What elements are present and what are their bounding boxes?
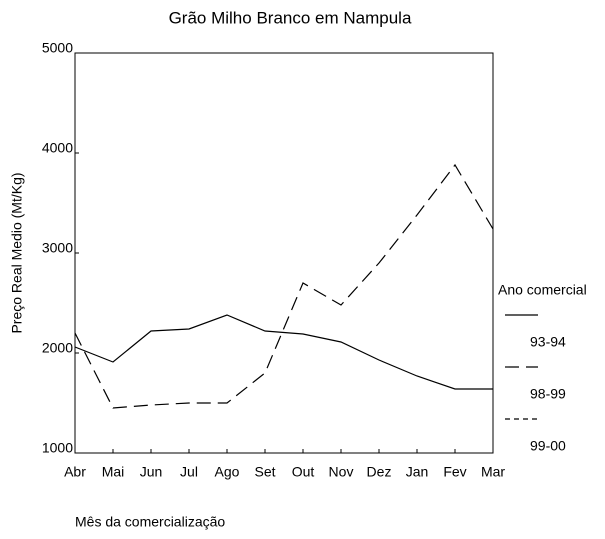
series-line bbox=[74, 314, 493, 390]
x-tick-label: Jul bbox=[180, 464, 198, 480]
y-tick-label: 1000 bbox=[42, 440, 73, 456]
x-tick-label: Abr bbox=[64, 464, 86, 480]
x-tick-label: Set bbox=[254, 464, 275, 480]
y-tick-label: 5000 bbox=[42, 40, 73, 56]
x-tick-label: Jun bbox=[140, 464, 163, 480]
x-axis-label: Mês da comercialização bbox=[75, 514, 225, 530]
series-line bbox=[74, 163, 494, 409]
y-tick-label: 3000 bbox=[42, 240, 73, 256]
y-axis-label: Preço Real Medio (Mt/Kg) bbox=[9, 172, 25, 333]
x-tick-label: Jan bbox=[406, 464, 429, 480]
y-tick-label: 2000 bbox=[42, 340, 73, 356]
y-tick-label: 4000 bbox=[42, 140, 73, 156]
x-tick-label: Nov bbox=[329, 464, 354, 480]
chart-title: Grão Milho Branco em Nampula bbox=[169, 8, 412, 27]
legend-label: 98-99 bbox=[530, 386, 566, 402]
legend-title: Ano comercial bbox=[498, 282, 587, 298]
x-tick-label: Ago bbox=[215, 464, 240, 480]
x-tick-label: Mar bbox=[481, 464, 505, 480]
x-tick-label: Dez bbox=[367, 464, 392, 480]
legend-label: 99-00 bbox=[530, 438, 566, 454]
x-tick-label: Fev bbox=[443, 464, 466, 480]
x-tick-label: Mai bbox=[102, 464, 125, 480]
legend-label: 93-94 bbox=[530, 334, 566, 350]
x-tick-label: Out bbox=[292, 464, 315, 480]
